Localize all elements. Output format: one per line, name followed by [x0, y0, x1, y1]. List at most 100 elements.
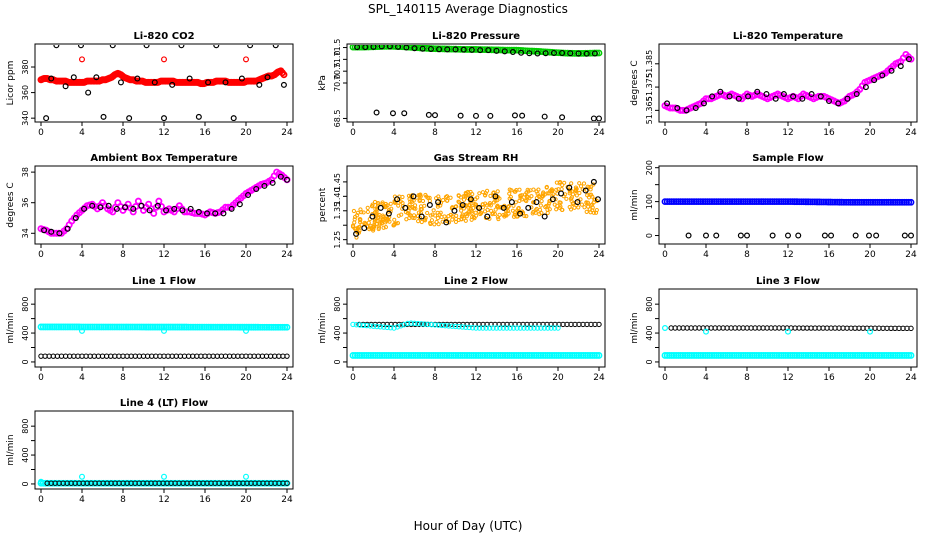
- data-point: [453, 219, 459, 225]
- data-point: [408, 320, 414, 326]
- x-tick-label: 8: [744, 128, 750, 138]
- y-tick-label: 800: [333, 297, 342, 312]
- data-point: [504, 325, 510, 331]
- data-point: [527, 325, 534, 331]
- data-point: [93, 74, 100, 81]
- x-tick-label: 12: [782, 128, 793, 138]
- plot-area: [37, 168, 291, 237]
- y-tick-label: 0: [645, 359, 654, 364]
- data-point: [582, 205, 587, 210]
- data-point: [488, 193, 493, 199]
- data-point: [398, 323, 404, 329]
- data-point: [743, 232, 750, 239]
- data-point: [419, 219, 424, 225]
- data-point: [425, 111, 432, 118]
- y-tick-label: 68.5: [333, 110, 342, 128]
- data-point: [569, 195, 574, 200]
- x-tick-label: 16: [511, 128, 523, 138]
- data-point: [780, 91, 787, 98]
- data-point: [525, 204, 532, 211]
- data-point: [514, 325, 520, 331]
- data-point: [524, 214, 529, 219]
- data-point: [534, 325, 541, 331]
- data-point: [702, 328, 709, 335]
- data-point: [483, 325, 489, 331]
- data-point: [432, 213, 438, 218]
- data-point: [361, 225, 368, 232]
- data-point: [388, 201, 393, 206]
- y-tick-label: 71.0: [333, 50, 342, 68]
- x-tick-label: 8: [120, 128, 126, 138]
- data-point: [401, 321, 407, 328]
- data-point: [134, 75, 141, 82]
- x-tick-label: 20: [864, 373, 876, 383]
- data-point: [539, 199, 544, 204]
- data-point: [461, 194, 466, 199]
- series-co2-red-outliers: [78, 56, 250, 63]
- data-point: [596, 321, 602, 328]
- data-point: [418, 321, 425, 327]
- x-tick-label: 12: [158, 373, 169, 383]
- x-tick-label: 4: [391, 128, 397, 138]
- data-point: [43, 115, 50, 121]
- data-point: [405, 211, 411, 216]
- y-tick-label: 0: [333, 359, 342, 364]
- series-rh-trend: [350, 179, 600, 240]
- data-point: [505, 208, 510, 214]
- data-point: [554, 187, 559, 192]
- data-point: [428, 220, 433, 225]
- data-point: [195, 208, 202, 215]
- data-point: [897, 63, 904, 70]
- y-tick-label: 200: [645, 160, 654, 175]
- x-tick-label: 8: [744, 373, 750, 383]
- data-point: [280, 81, 287, 88]
- data-point: [427, 195, 432, 200]
- data-point: [425, 321, 431, 328]
- data-point: [482, 192, 488, 198]
- data-point: [415, 320, 421, 327]
- data-point: [548, 325, 554, 331]
- data-point: [501, 212, 506, 218]
- x-tick-label: 4: [79, 128, 85, 138]
- y-tick-label: 380: [21, 59, 30, 74]
- x-tick-label: 4: [703, 373, 709, 383]
- data-point: [795, 232, 802, 239]
- data-point: [48, 75, 55, 82]
- plot-area: [661, 325, 915, 359]
- data-point: [376, 200, 381, 206]
- plot-area: [349, 45, 603, 121]
- data-point: [412, 203, 418, 208]
- data-point: [534, 50, 541, 57]
- data-point: [109, 45, 116, 49]
- data-point: [89, 202, 96, 209]
- y-axis-label: ml/min: [630, 312, 640, 343]
- data-point: [130, 205, 137, 212]
- data-point: [350, 321, 356, 328]
- panel-sample_flow: Sample Flow ml/min 0 4 8 12 16 20 24 0 100 200: [630, 153, 918, 260]
- data-point: [674, 105, 681, 112]
- data-point: [500, 204, 507, 211]
- data-point: [401, 110, 408, 117]
- data-point: [383, 225, 388, 230]
- x-tick-label: 24: [281, 495, 293, 505]
- data-point: [392, 217, 397, 222]
- data-point: [493, 207, 498, 212]
- data-point: [577, 181, 582, 186]
- data-point: [901, 232, 908, 239]
- data-point: [438, 210, 443, 215]
- data-point: [389, 206, 394, 211]
- data-point: [459, 202, 466, 209]
- data-point: [256, 81, 263, 88]
- data-point: [245, 192, 252, 199]
- data-point: [77, 45, 84, 49]
- series-line3-outliers: [661, 325, 873, 335]
- data-point: [583, 50, 590, 57]
- data-point: [187, 205, 194, 212]
- data-point: [470, 192, 475, 197]
- figure-xlabel: Hour of Day (UTC): [414, 519, 523, 533]
- panel-line2: Line 2 Flow ml/min 0 4 8 12 16 20 24 0 400 800: [318, 276, 606, 383]
- data-point: [510, 325, 517, 331]
- data-point: [862, 84, 869, 91]
- panel-title: Sample Flow: [752, 153, 824, 164]
